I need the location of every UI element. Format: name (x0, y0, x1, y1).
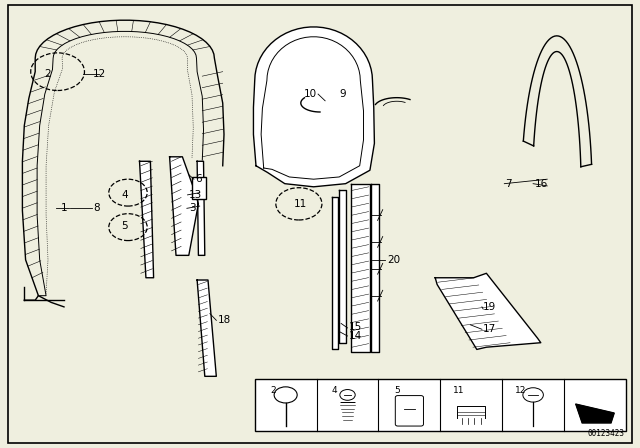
Text: 19: 19 (483, 302, 497, 312)
Polygon shape (435, 273, 541, 349)
Text: 5: 5 (394, 386, 399, 395)
Text: 12: 12 (515, 386, 526, 395)
Polygon shape (170, 157, 198, 255)
Text: 10: 10 (303, 89, 317, 99)
Text: 9: 9 (339, 89, 346, 99)
Text: 11: 11 (452, 386, 464, 395)
Text: 7: 7 (506, 179, 512, 189)
Text: 6: 6 (195, 174, 202, 184)
Polygon shape (197, 280, 216, 376)
Polygon shape (576, 404, 614, 423)
Text: 14: 14 (349, 331, 362, 341)
Bar (255, 379, 626, 431)
Text: 12: 12 (93, 69, 106, 79)
Polygon shape (339, 190, 346, 343)
Polygon shape (351, 184, 370, 352)
Text: 3: 3 (189, 203, 195, 213)
Text: 00123423: 00123423 (588, 429, 625, 438)
Text: 11: 11 (294, 199, 307, 209)
Text: 16: 16 (534, 179, 548, 189)
Text: 20: 20 (387, 255, 401, 265)
Text: 17: 17 (483, 324, 497, 334)
Text: 5: 5 (122, 221, 128, 231)
Bar (192, 177, 206, 199)
Text: 1: 1 (61, 203, 67, 213)
Text: 15: 15 (349, 322, 362, 332)
Polygon shape (197, 161, 205, 255)
Text: 8: 8 (93, 203, 99, 213)
Polygon shape (140, 161, 154, 278)
Text: 2: 2 (270, 386, 276, 395)
Text: 2: 2 (45, 69, 51, 79)
Polygon shape (371, 184, 379, 352)
Text: 4: 4 (332, 386, 338, 395)
Text: 13: 13 (189, 190, 202, 200)
Text: 4: 4 (122, 190, 128, 200)
Polygon shape (253, 27, 374, 187)
Polygon shape (332, 197, 338, 349)
Text: 18: 18 (218, 315, 231, 325)
